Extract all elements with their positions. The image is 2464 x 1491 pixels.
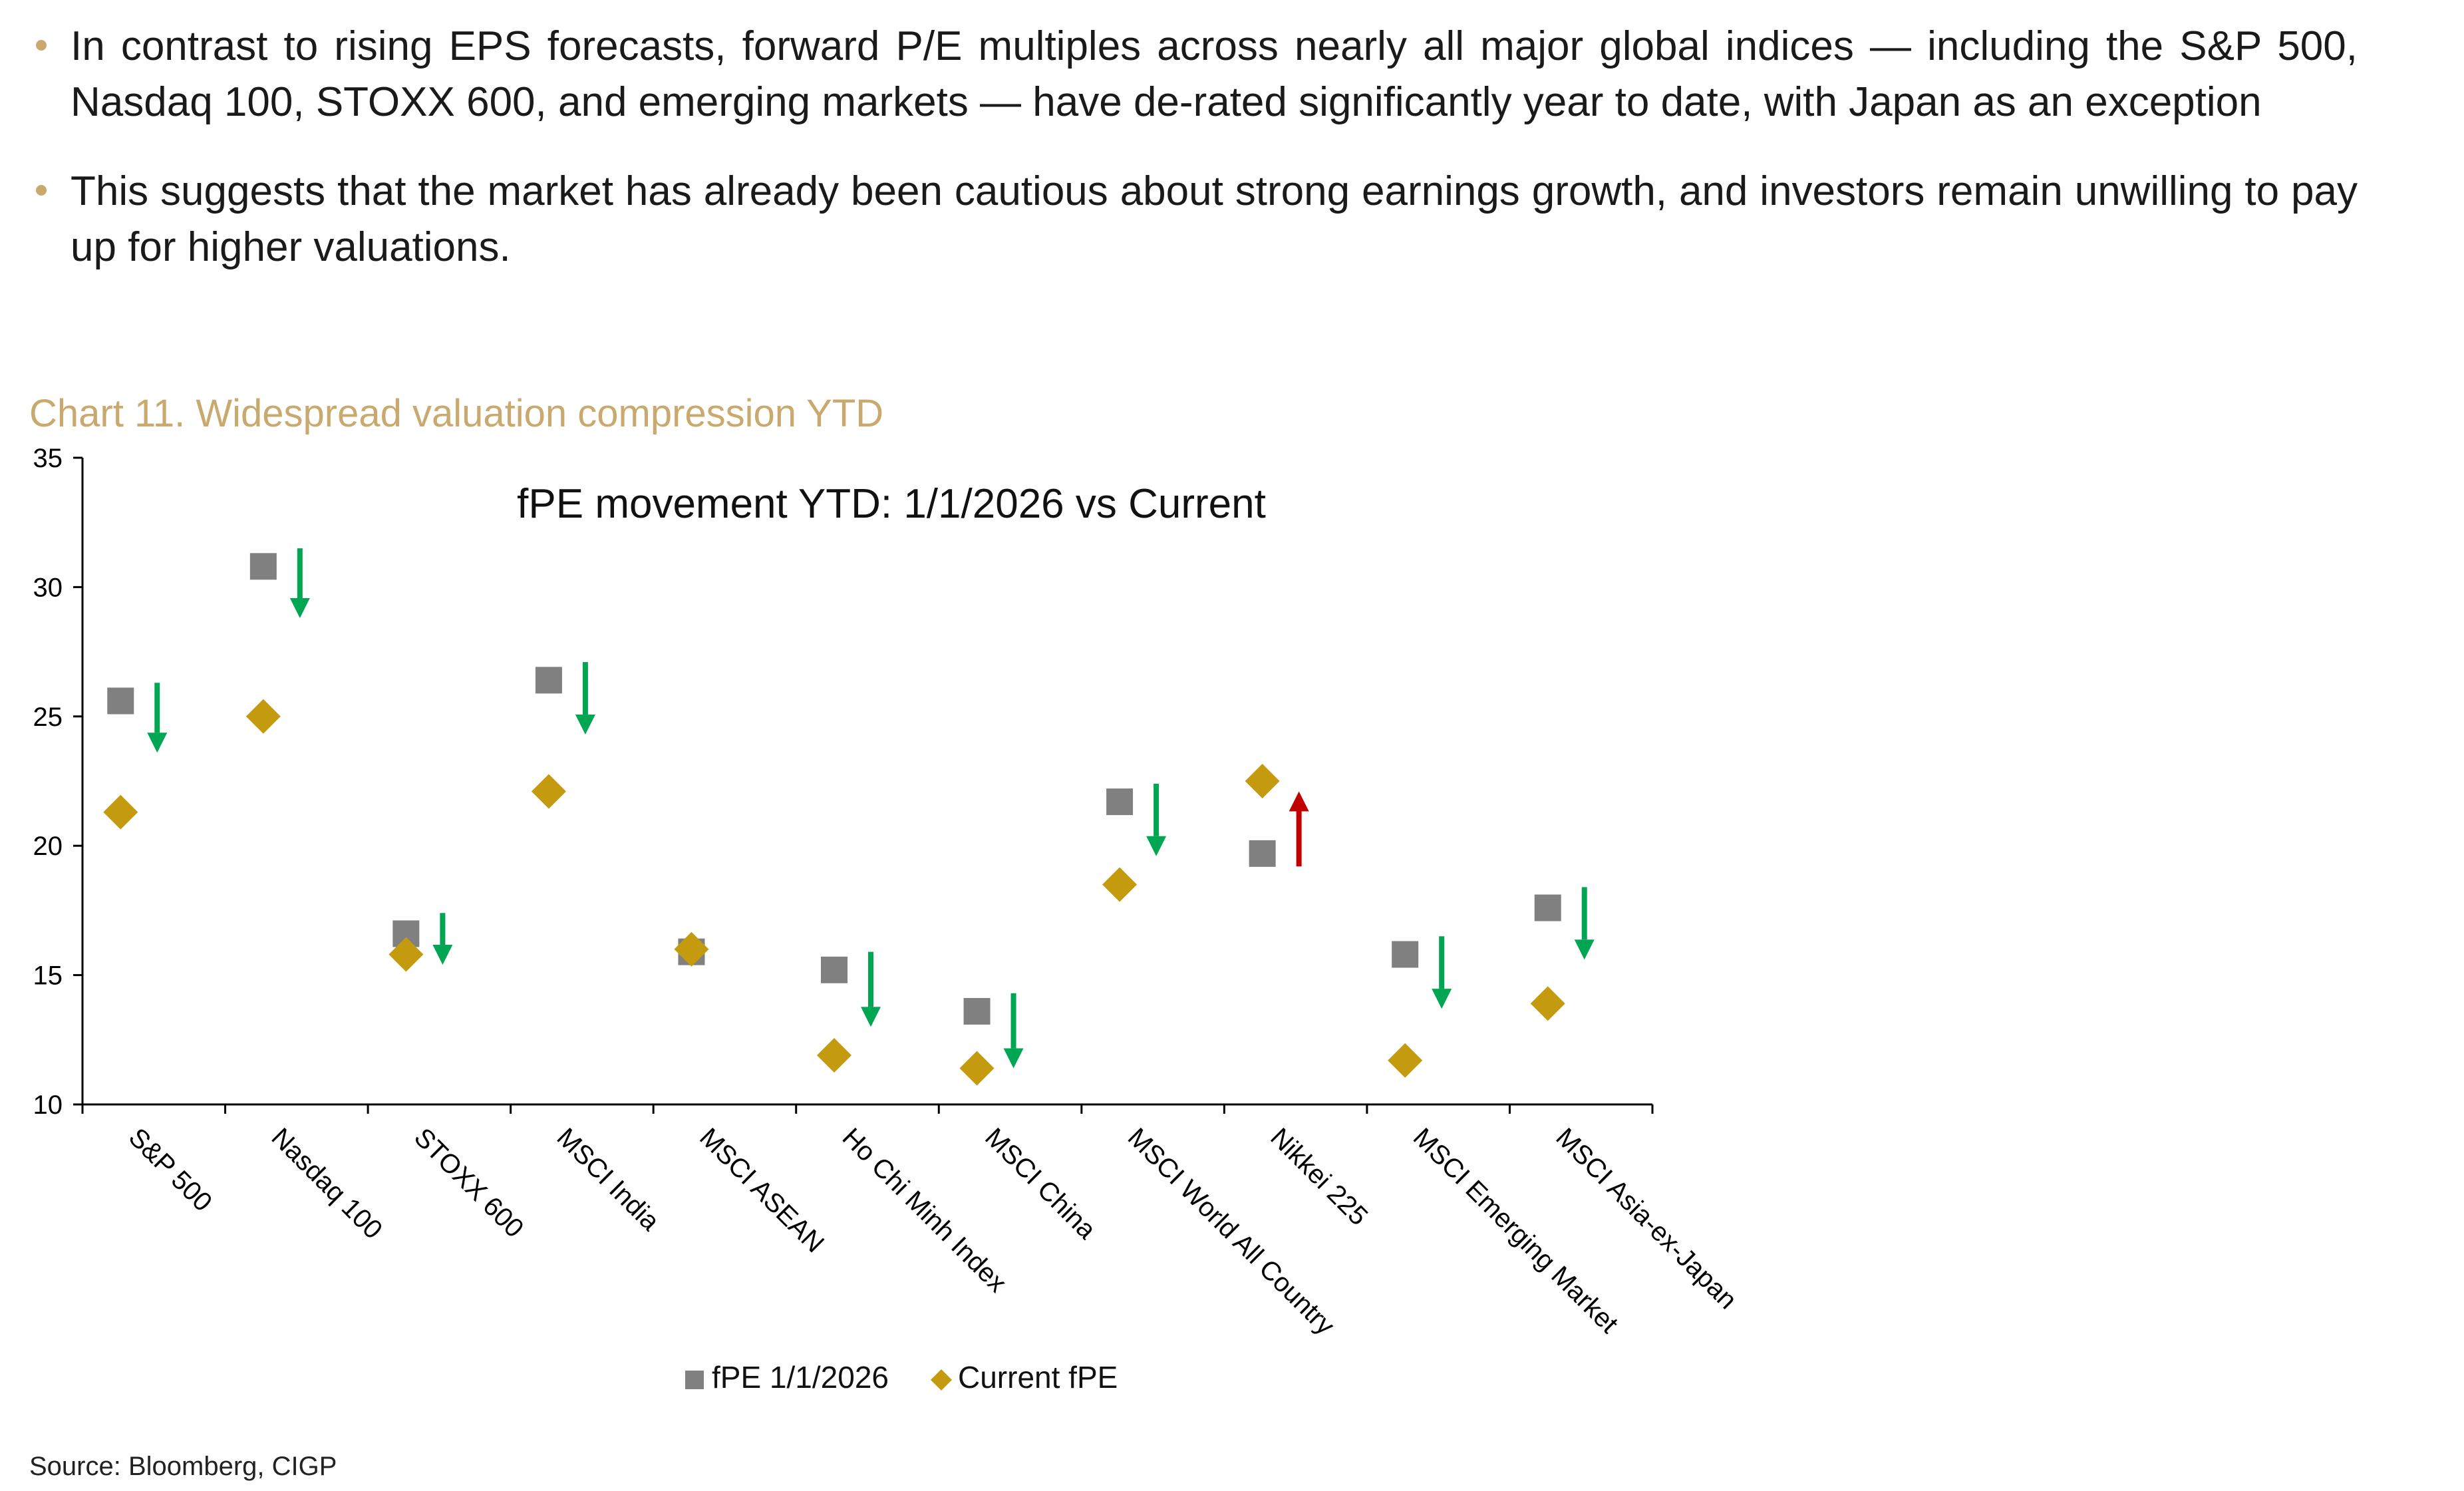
arrow-head <box>1146 836 1167 856</box>
chart-caption: Chart 11. Widespread valuation compressi… <box>29 392 884 435</box>
legend-label-fpe-current: Current fPE <box>958 1360 1118 1395</box>
up-arrow <box>1289 791 1309 867</box>
x-category-label: STOXX 600 <box>408 1122 530 1243</box>
point-fpe-current <box>817 1038 851 1073</box>
x-category-label: Nikkei 225 <box>1265 1122 1373 1231</box>
point-fpe-start <box>107 687 134 715</box>
bullet-list: In contrast to rising EPS forecasts, for… <box>29 19 2358 309</box>
point-fpe-current <box>1245 764 1280 798</box>
point-fpe-current <box>245 699 281 734</box>
arrow-head <box>1432 989 1452 1009</box>
down-arrow <box>861 951 881 1027</box>
x-category-label: Nasdaq 100 <box>265 1122 388 1245</box>
y-tick-label: 15 <box>33 961 63 991</box>
source-note: Source: Bloomberg, CIGP <box>29 1452 337 1481</box>
legend-swatch-fpe-start <box>685 1371 704 1389</box>
point-fpe-current <box>1102 867 1138 902</box>
point-fpe-start <box>1249 840 1276 867</box>
down-arrow <box>1003 993 1024 1069</box>
y-tick-label: 30 <box>33 573 63 602</box>
y-tick-label: 10 <box>33 1090 63 1120</box>
down-arrow <box>432 913 453 965</box>
point-fpe-start <box>963 998 991 1025</box>
legend-label-fpe-start: fPE 1/1/2026 <box>712 1360 889 1395</box>
point-fpe-current <box>959 1051 995 1086</box>
arrow-head <box>289 598 310 619</box>
arrow-head <box>1289 791 1309 812</box>
down-arrow <box>1432 936 1452 1009</box>
down-arrow <box>289 548 310 619</box>
arrow-head <box>147 733 168 753</box>
x-category-label: MSCI China <box>979 1122 1102 1245</box>
down-arrow <box>575 662 595 735</box>
point-fpe-current <box>674 931 709 967</box>
arrow-head <box>575 715 595 735</box>
y-tick-label: 20 <box>33 832 63 861</box>
x-category-label: MSCI ASEAN <box>694 1122 830 1258</box>
point-fpe-start <box>1534 894 1561 921</box>
point-fpe-start <box>821 956 847 983</box>
chart-legend: fPE 1/1/2026 Current fPE <box>685 1360 1118 1395</box>
arrow-head <box>861 1007 881 1027</box>
point-fpe-current <box>388 937 424 972</box>
bullet-item: In contrast to rising EPS forecasts, for… <box>29 19 2358 130</box>
point-fpe-current <box>1530 986 1565 1021</box>
point-fpe-start <box>1392 941 1419 968</box>
bullet-item: This suggests that the market has alread… <box>29 164 2358 275</box>
arrow-head <box>1003 1048 1024 1069</box>
down-arrow <box>1574 887 1595 960</box>
point-fpe-current <box>531 774 566 809</box>
y-tick-label: 25 <box>33 703 63 732</box>
legend-swatch-fpe-current <box>931 1369 952 1391</box>
point-fpe-start <box>535 667 562 694</box>
point-fpe-current <box>103 794 138 830</box>
chart-labels: S&P 500 Nasdaq 100 STOXX 600 MSCI India MSCI… <box>123 481 1742 1341</box>
x-category-label: MSCI India <box>551 1122 666 1237</box>
chart-axes: 10 15 20 25 30 35 <box>33 444 1654 1120</box>
y-tick-label: 35 <box>33 444 63 473</box>
point-fpe-start <box>249 553 277 580</box>
point-fpe-current <box>1388 1043 1423 1078</box>
down-arrow <box>1146 783 1167 856</box>
down-arrow <box>147 683 168 753</box>
x-category-label: S&P 500 <box>123 1122 218 1217</box>
chart-title: fPE movement YTD: 1/1/2026 vs Current <box>517 481 1266 527</box>
chart-marks <box>103 548 1595 1086</box>
arrow-head <box>432 945 453 965</box>
point-fpe-start <box>1106 788 1134 816</box>
arrow-head <box>1574 939 1595 960</box>
